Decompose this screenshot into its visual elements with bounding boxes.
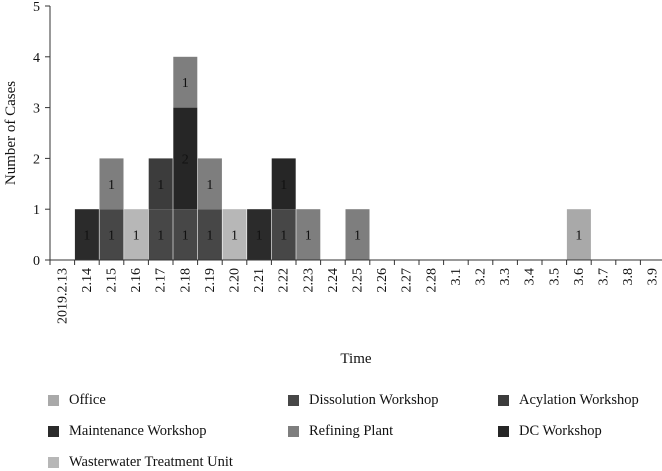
data-label: 2 <box>182 152 189 167</box>
bar-segment <box>173 107 198 210</box>
x-tick-label: 2.22 <box>277 268 292 293</box>
x-tick-label: 2.20 <box>228 268 243 293</box>
data-label: 1 <box>157 229 164 244</box>
legend-swatch <box>498 395 509 406</box>
data-label: 1 <box>157 178 164 193</box>
data-label: 1 <box>575 229 582 244</box>
legend-item: Dissolution Workshop <box>288 392 438 409</box>
bar-segment <box>148 209 173 260</box>
data-label: 1 <box>280 178 287 193</box>
x-tick-label: 2.21 <box>252 268 267 293</box>
x-tick-label: 2.15 <box>105 268 120 293</box>
data-label: 1 <box>182 229 189 244</box>
data-label: 1 <box>182 76 189 91</box>
data-label: 1 <box>206 229 213 244</box>
legend-swatch <box>288 426 299 437</box>
bar-segment <box>566 209 591 260</box>
data-label: 1 <box>354 229 361 244</box>
x-tick-label: 3.6 <box>572 268 587 286</box>
data-label: 1 <box>231 229 238 244</box>
data-label: 1 <box>206 178 213 193</box>
legend-label: Wasterwater Treatment Unit <box>69 454 233 470</box>
x-tick-label: 2.17 <box>154 268 169 293</box>
y-axis-title: Number of Cases <box>3 81 19 185</box>
x-tick-label: 3.8 <box>621 268 636 286</box>
y-tick-label: 0 <box>33 254 40 269</box>
bar-segment <box>345 209 370 260</box>
legend-label: DC Workshop <box>519 423 602 439</box>
legend-item: DC Workshop <box>498 423 602 440</box>
x-tick-label: 3.4 <box>523 268 538 286</box>
x-tick-label: 2.26 <box>375 268 390 293</box>
x-tick-label: 3.3 <box>498 268 513 286</box>
x-axis-title: Time <box>340 351 371 367</box>
legend-item: Maintenance Workshop <box>48 423 207 440</box>
legend-swatch <box>288 395 299 406</box>
bar-segment <box>271 209 296 260</box>
bar-segment <box>173 209 198 260</box>
bar-segment <box>173 56 198 108</box>
legend-label: Refining Plant <box>309 423 394 439</box>
x-tick-label: 2.16 <box>129 268 144 293</box>
x-tick-label: 2.27 <box>400 268 415 293</box>
bar-segment <box>271 158 296 210</box>
legend-swatch <box>48 457 59 468</box>
x-tick-label: 2.14 <box>80 268 95 293</box>
data-label: 1 <box>305 229 312 244</box>
x-tick-label: 2.23 <box>301 268 316 293</box>
x-tick-label: 2.25 <box>351 268 366 293</box>
bar-segment <box>148 158 173 210</box>
legend-item: Refining Plant <box>288 423 393 440</box>
y-tick-label: 3 <box>33 102 40 117</box>
y-tick-label: 2 <box>33 152 40 167</box>
bar-segment <box>247 209 272 260</box>
data-label: 1 <box>108 178 115 193</box>
bar-segment <box>197 209 222 260</box>
y-tick-label: 4 <box>33 51 40 66</box>
x-tick-label: 2.19 <box>203 268 218 293</box>
legend-swatch <box>498 426 509 437</box>
legend-label: Maintenance Workshop <box>69 423 207 439</box>
data-label: 1 <box>280 229 287 244</box>
bar-segment <box>296 209 321 260</box>
bar-segment <box>74 209 99 260</box>
data-label: 1 <box>256 229 263 244</box>
x-tick-label: 3.5 <box>547 268 562 286</box>
legend-item: Acylation Workshop <box>498 392 639 409</box>
x-tick-label: 2.24 <box>326 268 341 293</box>
x-tick-label: 3.7 <box>597 268 612 286</box>
bar-segment <box>99 158 124 210</box>
y-tick-label: 5 <box>33 0 40 15</box>
legend-label: Dissolution Workshop <box>309 392 439 408</box>
bar-segment <box>124 209 149 260</box>
x-tick-label: 2.28 <box>424 268 439 293</box>
legend-item: Wasterwater Treatment Unit <box>48 454 233 471</box>
bar-segment <box>222 209 247 260</box>
x-tick-label: 3.1 <box>449 268 464 286</box>
legend-label: Acylation Workshop <box>519 392 639 408</box>
legend-swatch <box>48 395 59 406</box>
bar-segment <box>99 209 124 260</box>
data-label: 1 <box>83 229 90 244</box>
data-label: 1 <box>133 229 140 244</box>
data-label: 1 <box>108 229 115 244</box>
x-tick-label: 3.2 <box>474 268 489 286</box>
legend-swatch <box>48 426 59 437</box>
x-tick-label: 2.18 <box>178 268 193 293</box>
x-tick-label: 2019.2.13 <box>55 268 70 324</box>
x-tick-label: 3.9 <box>646 268 661 286</box>
y-tick-label: 1 <box>33 203 40 218</box>
bar-segment <box>197 158 222 210</box>
legend-label: Office <box>69 392 106 408</box>
legend-item: Office <box>48 392 106 409</box>
